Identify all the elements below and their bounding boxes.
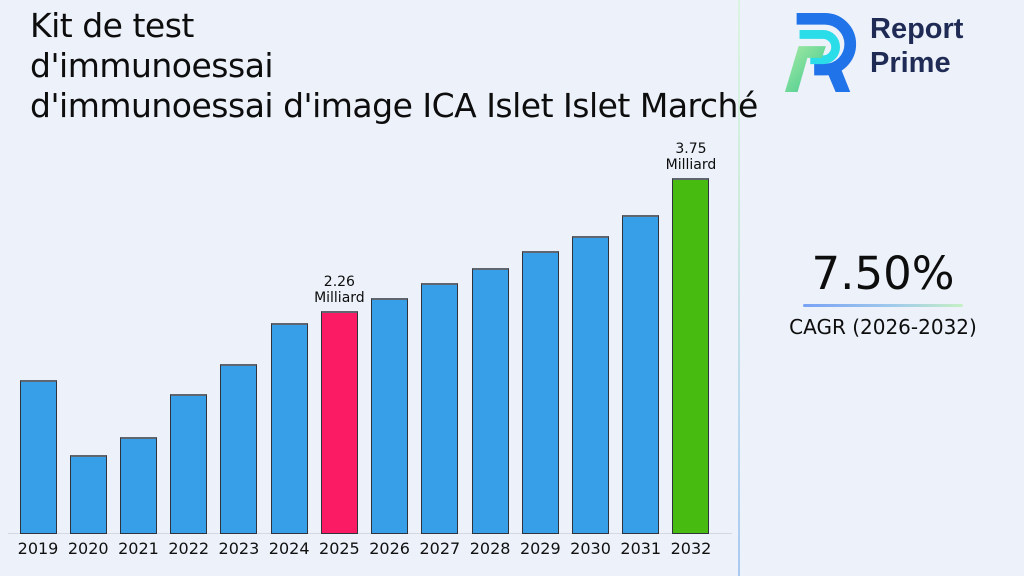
- x-tick-2026: 2026: [369, 539, 410, 558]
- report-prime-logo: Report Prime: [782, 8, 963, 94]
- logo-text-line1: Report: [870, 13, 964, 45]
- x-tick-2024: 2024: [268, 539, 310, 558]
- annotation-2025: 2.26 Milliard: [314, 274, 365, 306]
- logo-text-line2: Prime: [870, 47, 951, 79]
- x-tick-2030: 2030: [570, 539, 611, 558]
- x-tick-2031: 2031: [620, 539, 662, 558]
- bar-2020: [69, 455, 107, 534]
- x-tick-2020: 2020: [67, 539, 109, 558]
- bar-2031: [622, 215, 660, 534]
- bar-2022: [170, 394, 208, 534]
- cagr-underline: [803, 304, 963, 307]
- bar-2025: [320, 311, 358, 534]
- bar-2032: [672, 178, 710, 534]
- bar-2024: [270, 323, 308, 534]
- x-tick-2019: 2019: [17, 539, 59, 558]
- x-tick-2027: 2027: [419, 539, 461, 558]
- x-tick-2032: 2032: [670, 539, 712, 558]
- logo-inner-bowl: [799, 30, 840, 65]
- bar-2026: [371, 298, 409, 534]
- bar-2019: [19, 380, 57, 534]
- x-tick-2029: 2029: [519, 539, 561, 558]
- logo-outer-bowl: [796, 12, 857, 76]
- bar-2029: [521, 251, 559, 534]
- logo-stem-shape: [784, 46, 826, 92]
- annotation-2032: 3.75 Milliard: [665, 141, 717, 173]
- x-tick-2025: 2025: [319, 539, 360, 558]
- bar-2028: [471, 268, 509, 534]
- x-axis-line: [8, 533, 732, 534]
- x-tick-2023: 2023: [218, 539, 260, 558]
- x-tick-2021: 2021: [118, 539, 159, 558]
- vertical-divider: [738, 0, 740, 576]
- x-tick-2028: 2028: [469, 539, 511, 558]
- bar-2021: [119, 437, 157, 534]
- bar-2030: [572, 236, 610, 534]
- x-tick-2022: 2022: [168, 539, 210, 558]
- bar-2023: [220, 364, 258, 534]
- bar-chart: 2019 2020 2021 2022 2023 2024 2025 2026 2027 2028…: [8, 141, 732, 558]
- report-prime-logo-icon: [784, 12, 857, 92]
- page-title: Kit de test d'immunoessai d'immunoessai …: [30, 6, 758, 125]
- cagr-value: 7.50%: [811, 247, 955, 300]
- cagr-panel: 7.50% CAGR (2026-2032): [752, 247, 1014, 340]
- cagr-caption: CAGR (2026-2032): [789, 315, 977, 339]
- bar-2027: [421, 283, 459, 534]
